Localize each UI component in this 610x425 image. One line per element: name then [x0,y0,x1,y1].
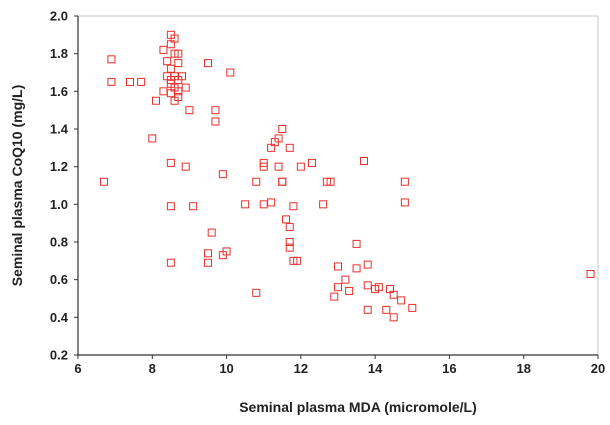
data-point [181,83,190,92]
data-point [137,77,146,86]
data-point [345,286,354,295]
data-point [204,249,212,258]
data-point [296,162,305,171]
data-point [148,134,157,143]
data-point [174,92,183,101]
data-point [159,45,168,54]
data-point [166,64,175,73]
data-point [126,77,134,86]
data-point [274,134,283,143]
x-tick-label: 10 [219,361,233,376]
data-point [586,270,595,279]
data-point [326,177,335,186]
x-tick-label: 20 [591,361,605,376]
y-tick-label: 2.0 [50,9,68,24]
data-point [330,292,339,301]
data-point [163,57,172,66]
data-point [278,177,287,186]
data-point [174,59,183,68]
data-point [334,283,342,292]
y-tick-label: 1.0 [50,197,68,212]
plot-frame [77,15,599,356]
data-point [252,177,261,186]
data-point [285,222,294,231]
data-point [289,202,298,211]
data-point [189,202,198,211]
data-point [341,275,350,284]
data-point [185,106,194,115]
y-tick-label: 0.4 [50,310,69,325]
data-point [259,162,268,171]
data-point [319,200,328,209]
data-point [363,281,372,290]
data-point [278,177,287,186]
data-point [259,200,268,209]
data-point [241,200,250,209]
x-axis-title: Seminal plasma MDA (micromole/L) [239,399,477,415]
data-point [389,313,398,322]
data-point [363,305,372,314]
data-point [285,243,294,252]
data-point [267,198,276,207]
y-axis-title: Seminal plasma CoQ10 (mg/L) [9,85,25,287]
x-tick-label: 12 [294,361,308,376]
data-point [222,247,231,256]
data-point [352,239,361,248]
data-point [382,305,391,314]
data-point [285,143,294,152]
data-point [308,158,316,167]
data-point [211,106,220,115]
y-tick-label: 0.6 [50,272,68,287]
data-point [352,264,361,273]
data-point [178,72,186,81]
data-point [107,77,116,86]
data-point [274,162,283,171]
y-tick-label: 1.2 [50,159,68,174]
x-tick-label: 6 [74,361,81,376]
data-point [100,177,108,186]
data-point [204,59,212,68]
y-tick-label: 1.4 [50,122,69,137]
data-point [363,260,372,269]
data-point [159,87,168,96]
data-point [278,125,287,133]
data-point [166,258,175,267]
y-tick-label: 1.8 [50,46,68,61]
x-tick-label: 8 [149,361,156,376]
data-point [397,296,406,305]
data-point [226,68,235,77]
data-point [252,288,261,297]
data-point [211,117,220,126]
data-point [174,49,183,58]
data-point [166,158,175,167]
data-point [374,283,383,292]
x-tick-label: 18 [516,361,530,376]
data-point [166,202,175,211]
x-tick-label: 16 [442,361,456,376]
data-point [293,256,302,265]
data-point [408,303,417,312]
y-tick-label: 0.8 [50,235,68,250]
data-point [400,198,409,207]
x-tick-label: 14 [368,361,383,376]
data-point [170,34,179,43]
data-point [152,96,160,105]
data-point [204,258,212,267]
data-point [207,228,216,237]
data-point [218,170,227,179]
y-tick-label: 1.6 [50,84,68,99]
data-point [107,55,116,64]
data-point [282,215,290,224]
data-point [389,290,398,299]
y-tick-label: 0.2 [50,348,68,363]
data-point [334,262,342,271]
data-point [400,177,409,186]
data-point [360,157,368,166]
data-point [181,162,190,171]
data-point [285,238,294,246]
